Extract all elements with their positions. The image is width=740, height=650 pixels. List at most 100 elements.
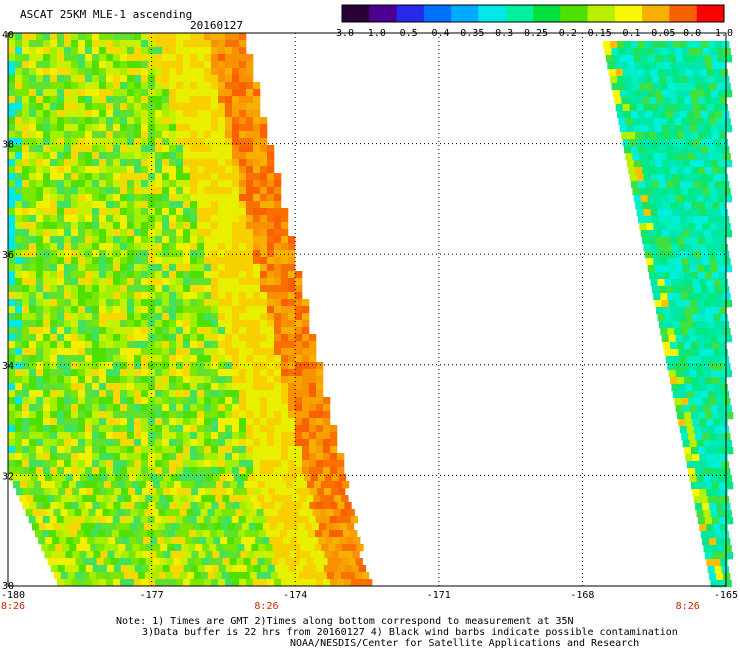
data-cell xyxy=(64,285,72,293)
data-cell xyxy=(251,544,259,552)
data-cell xyxy=(170,488,178,496)
data-cell xyxy=(260,215,268,223)
data-cell xyxy=(22,453,30,461)
data-cell xyxy=(721,496,730,504)
data-cell xyxy=(141,348,149,356)
data-cell xyxy=(267,271,275,279)
data-cell xyxy=(43,201,51,209)
data-cell xyxy=(246,418,254,426)
data-cell xyxy=(197,383,205,391)
data-cell xyxy=(120,250,128,258)
data-cell xyxy=(85,138,93,146)
data-cell xyxy=(254,551,262,559)
data-cell xyxy=(204,187,212,195)
data-cell xyxy=(664,209,672,217)
data-cell xyxy=(29,376,37,384)
data-cell xyxy=(71,397,79,405)
data-cell xyxy=(232,75,240,83)
data-cell xyxy=(112,530,120,538)
data-cell xyxy=(162,432,170,440)
data-cell xyxy=(92,222,100,230)
data-cell xyxy=(190,47,198,55)
data-cell xyxy=(712,272,720,280)
data-cell xyxy=(723,258,731,266)
data-cell xyxy=(680,181,688,189)
data-cell xyxy=(113,390,121,398)
data-cell xyxy=(191,474,200,482)
data-cell xyxy=(15,341,23,349)
data-cell xyxy=(696,90,705,98)
data-cell xyxy=(183,460,191,468)
data-cell xyxy=(274,390,282,398)
data-cell xyxy=(274,362,282,370)
data-cell xyxy=(169,460,177,468)
data-cell xyxy=(120,173,128,181)
data-cell xyxy=(663,272,671,280)
data-cell xyxy=(71,502,79,510)
data-cell xyxy=(695,328,703,336)
data-cell xyxy=(113,124,121,132)
data-cell xyxy=(666,181,674,189)
data-cell xyxy=(141,131,149,139)
data-cell xyxy=(77,516,85,524)
data-cell xyxy=(50,103,58,111)
data-cell xyxy=(88,572,97,580)
data-cell xyxy=(71,236,79,244)
data-cell xyxy=(85,383,93,391)
data-cell xyxy=(302,369,310,377)
data-cell xyxy=(92,201,100,209)
data-cell xyxy=(183,138,191,146)
data-cell xyxy=(204,145,212,153)
data-cell xyxy=(67,572,76,580)
data-cell xyxy=(50,439,58,447)
data-cell xyxy=(78,61,86,69)
data-cell xyxy=(127,166,135,174)
data-cell xyxy=(99,47,107,55)
data-cell xyxy=(162,61,170,69)
data-cell xyxy=(183,257,191,265)
data-cell xyxy=(316,418,324,426)
data-cell xyxy=(166,481,175,489)
data-cell xyxy=(99,152,107,160)
data-cell xyxy=(253,467,261,475)
data-cell xyxy=(693,391,702,399)
data-cell xyxy=(183,47,191,55)
data-cell xyxy=(695,433,703,441)
data-cell xyxy=(260,439,268,447)
data-cell xyxy=(277,572,286,580)
data-cell xyxy=(159,495,167,503)
data-cell xyxy=(622,69,631,77)
data-cell xyxy=(122,537,130,545)
data-cell xyxy=(686,391,695,399)
data-cell xyxy=(141,418,149,426)
data-cell xyxy=(127,397,135,405)
data-cell xyxy=(134,75,142,83)
data-cell xyxy=(670,307,678,315)
data-cell xyxy=(85,460,93,468)
data-cell xyxy=(274,299,282,307)
data-cell xyxy=(155,460,163,468)
data-cell xyxy=(260,565,269,573)
data-cell xyxy=(36,369,44,377)
data-cell xyxy=(288,376,296,384)
data-cell xyxy=(232,453,240,461)
data-cell xyxy=(232,299,240,307)
data-cell xyxy=(15,376,23,384)
data-cell xyxy=(176,173,184,181)
data-cell xyxy=(714,321,723,329)
data-cell xyxy=(29,355,37,363)
data-cell xyxy=(43,397,51,405)
data-cell xyxy=(640,160,649,168)
data-cell xyxy=(260,229,268,237)
data-cell xyxy=(127,180,135,188)
data-cell xyxy=(15,250,23,258)
data-cell xyxy=(351,579,359,587)
data-cell xyxy=(239,33,247,41)
data-cell xyxy=(310,551,318,559)
data-cell xyxy=(75,495,83,503)
data-cell xyxy=(274,187,282,195)
data-cell xyxy=(164,537,172,545)
data-cell xyxy=(716,258,724,266)
data-cell xyxy=(693,251,702,259)
data-cell xyxy=(670,167,678,175)
